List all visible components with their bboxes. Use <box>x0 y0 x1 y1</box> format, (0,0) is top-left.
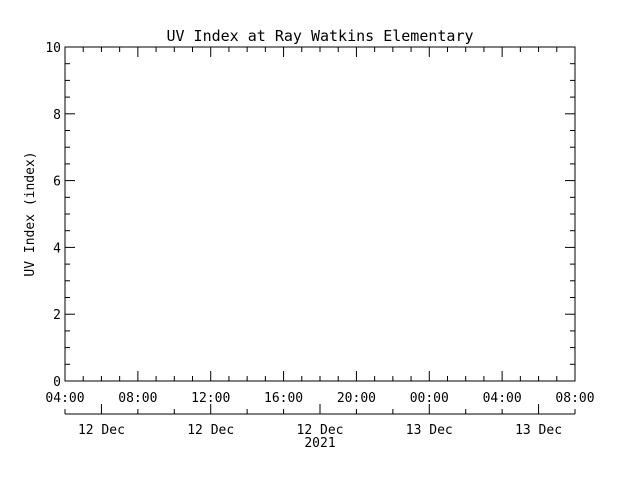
date-label: 12 Dec <box>297 423 344 438</box>
date-label: 12 Dec <box>187 423 234 438</box>
x-tick-label: 12:00 <box>191 391 230 406</box>
y-tick-label: 8 <box>53 108 61 123</box>
y-tick-label: 4 <box>53 241 61 256</box>
y-tick-label: 0 <box>53 375 61 390</box>
x-tick-label: 16:00 <box>264 391 303 406</box>
y-tick-label: 6 <box>53 175 61 190</box>
x-tick-label: 04:00 <box>45 391 84 406</box>
x-axis-ticks: 04:00 08:00 12:00 16:00 20:00 00:00 04:00 08:00 <box>45 47 595 406</box>
date-label: 13 Dec <box>515 423 562 438</box>
x-tick-label: 20:00 <box>337 391 376 406</box>
date-label: 12 Dec <box>78 423 125 438</box>
year-label: 2021 <box>304 436 335 451</box>
x-tick-label: 00:00 <box>410 391 449 406</box>
date-label: 13 Dec <box>406 423 453 438</box>
x-tick-label: 08:00 <box>118 391 157 406</box>
plot-frame <box>64 46 576 382</box>
y-axis-ticks: 0 2 4 6 8 10 <box>45 41 575 390</box>
x-tick-label: 04:00 <box>483 391 522 406</box>
y-tick-label: 2 <box>53 308 61 323</box>
date-axis: 12 Dec 12 Dec 12 Dec 13 Dec 13 Dec <box>64 404 576 438</box>
chart-title: UV Index at Ray Watkins Elementary <box>166 27 473 45</box>
y-axis-label: UV Index (index) <box>23 151 38 276</box>
x-tick-label: 08:00 <box>555 391 594 406</box>
y-tick-label: 10 <box>45 41 61 56</box>
